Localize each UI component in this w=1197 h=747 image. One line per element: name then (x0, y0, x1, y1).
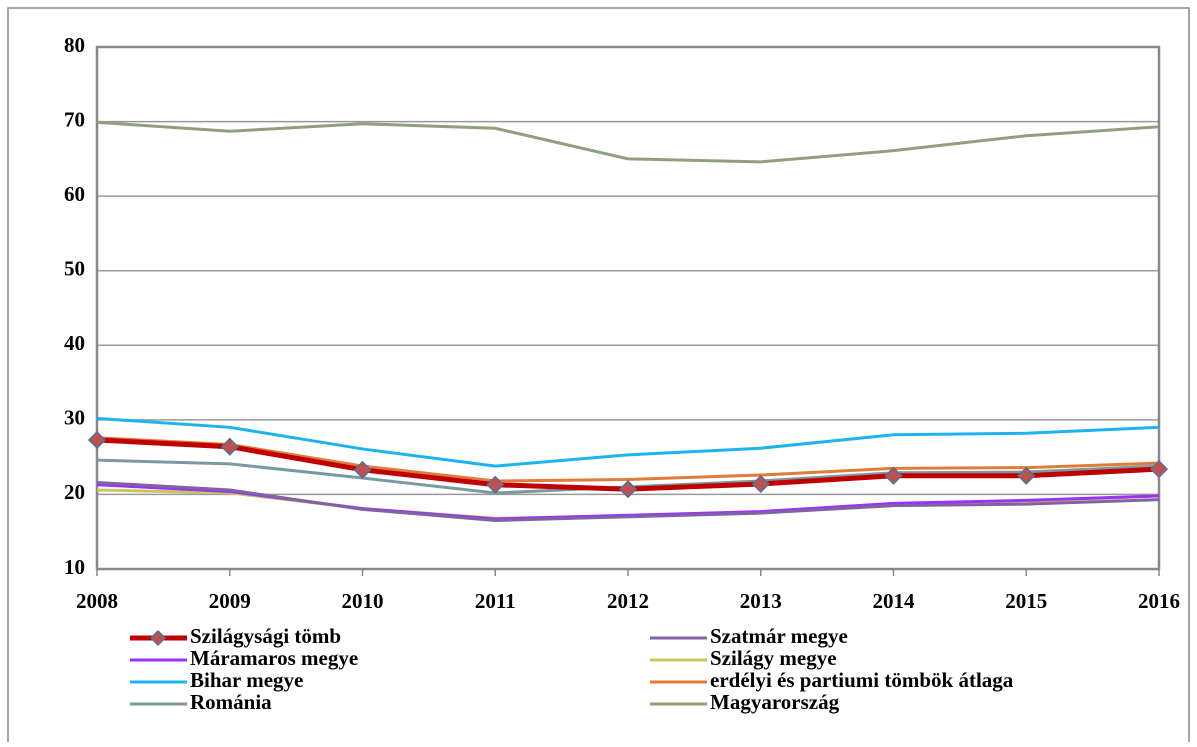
y-tick-label: 20 (64, 480, 85, 504)
legend-label: Szilágy megye (710, 646, 837, 670)
point-marker (751, 474, 770, 494)
chart-border (7, 7, 1190, 747)
y-tick-label: 10 (64, 555, 85, 579)
x-tick-label: 2016 (1138, 589, 1180, 613)
x-tick-label: 2012 (607, 589, 649, 613)
point-marker (87, 430, 107, 450)
legend-marker (149, 629, 167, 647)
point-marker (618, 480, 638, 499)
legend-label: erdélyi és partiumi tömbök átlaga (710, 668, 1014, 692)
legend-label: Magyarország (710, 690, 840, 714)
x-tick-label: 2013 (740, 589, 782, 613)
y-tick-label: 60 (64, 182, 85, 206)
y-tick-label: 40 (64, 331, 85, 355)
y-tick-label: 70 (64, 107, 85, 131)
x-tick-label: 2009 (209, 589, 251, 613)
legend-label: Románia (190, 690, 272, 714)
legend-label: Szilágysági tömb (190, 624, 341, 648)
series-line (96, 416, 1160, 468)
legend-label: Szatmár megye (710, 624, 848, 648)
x-tick-label: 2008 (76, 589, 118, 613)
point-marker (1149, 460, 1169, 479)
series-line (96, 480, 1160, 523)
point-marker (220, 437, 239, 456)
y-tick-label: 80 (64, 33, 85, 57)
point-marker (1017, 466, 1036, 485)
point-marker (884, 466, 903, 485)
series-line (96, 436, 1160, 483)
legend-label: Bihar megye (190, 668, 303, 692)
x-tick-label: 2011 (475, 589, 516, 613)
legend-label: Máramaros megye (190, 646, 358, 670)
point-marker (486, 475, 505, 494)
y-tick-label: 50 (64, 257, 85, 281)
x-tick-label: 2010 (342, 589, 384, 613)
plot-border (95, 45, 1161, 571)
x-tick-label: 2015 (1005, 589, 1047, 613)
point-marker (353, 460, 372, 479)
y-tick-label: 30 (64, 406, 85, 430)
x-tick-label: 2014 (873, 589, 916, 613)
series-line (96, 120, 1160, 164)
